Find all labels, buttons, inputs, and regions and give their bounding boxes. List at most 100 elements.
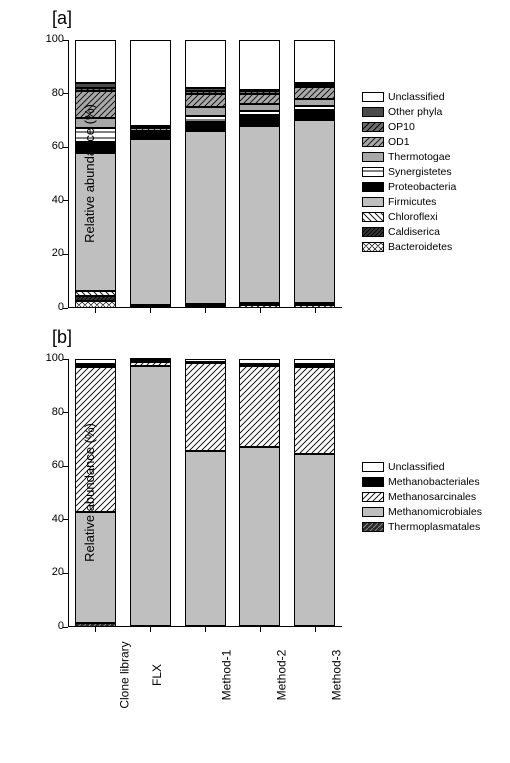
legend-label: Bacteroidetes (388, 241, 452, 253)
legend-swatch (362, 182, 384, 192)
bar-segment (239, 40, 280, 90)
bar-segment (75, 291, 116, 296)
bar-segment (75, 623, 116, 627)
legend-label: Proteobacteria (388, 181, 456, 193)
chart-a: 020406080100 (68, 40, 342, 308)
x-axis-label: FLX (150, 664, 164, 686)
ytick-label: 0 (38, 301, 68, 313)
x-axis-label: Method-3 (329, 650, 343, 701)
bar-segment (294, 120, 335, 303)
legend-label: Methanomicrobiales (388, 506, 482, 518)
chart-b: 020406080100 (68, 359, 342, 627)
bar-segment (185, 363, 226, 451)
legend-swatch (362, 477, 384, 487)
bar-segment (294, 99, 335, 106)
bar-column (239, 40, 280, 308)
bar-segment (294, 454, 335, 626)
legend-item: Proteobacteria (362, 180, 456, 194)
bar-segment (75, 88, 116, 91)
legend-swatch (362, 507, 384, 517)
x-axis-label: Method-2 (274, 650, 288, 701)
bar-segment (294, 85, 335, 87)
bar-segment (75, 364, 116, 367)
bar-segment (130, 362, 171, 366)
legend-item: Firmicutes (362, 195, 456, 209)
ytick-label: 60 (38, 140, 68, 152)
legend-a: UnclassifiedOther phylaOP10OD1Thermotoga… (362, 90, 456, 255)
legend-label: Thermotogae (388, 151, 450, 163)
legend-item: OP10 (362, 120, 456, 134)
bar-segment (185, 451, 226, 625)
bar-segment (130, 139, 171, 305)
legend-label: Methanobacteriales (388, 476, 480, 488)
ytick-label: 20 (38, 566, 68, 578)
legend-swatch (362, 122, 384, 132)
bar-segment (185, 306, 226, 308)
bar-segment (294, 359, 335, 364)
ytick-label: 100 (38, 352, 68, 364)
bar-segment (294, 305, 335, 308)
legend-item: Methanomicrobiales (362, 505, 482, 519)
bar-segment (185, 91, 226, 94)
legend-item: Unclassified (362, 90, 456, 104)
bar-segment (294, 364, 335, 367)
bar-segment (294, 367, 335, 454)
legend-item: Thermotogae (362, 150, 456, 164)
legend-item: OD1 (362, 135, 456, 149)
legend-label: Unclassified (388, 461, 445, 473)
legend-item: Thermoplasmatales (362, 520, 482, 534)
bar-segment (239, 111, 280, 115)
bar-column (294, 359, 335, 627)
legend-item: Synergistetes (362, 165, 456, 179)
legend-swatch (362, 152, 384, 162)
bar-segment (239, 89, 280, 91)
bar-segment (130, 128, 171, 131)
x-axis-label: Method-1 (219, 650, 233, 701)
bar-segment (75, 296, 116, 301)
legend-label: Caldiserica (388, 226, 440, 238)
ylabel-a: Relative abundance (%) (82, 104, 97, 243)
bar-segment (185, 359, 226, 362)
legend-label: OP10 (388, 121, 415, 133)
bar-segment (185, 107, 226, 116)
bar-segment (239, 91, 280, 93)
legend-label: Chloroflexi (388, 211, 438, 223)
ytick-label: 80 (38, 406, 68, 418)
bar-segment (294, 87, 335, 99)
legend-swatch (362, 107, 384, 117)
bar-segment (294, 106, 335, 110)
legend-swatch (362, 92, 384, 102)
bar-segment (239, 305, 280, 308)
bar-column (130, 40, 171, 308)
bar-segment (239, 94, 280, 105)
bar-segment (294, 40, 335, 83)
panel-a-label: [a] (52, 8, 72, 29)
ytick-label: 80 (38, 87, 68, 99)
legend-swatch (362, 522, 384, 532)
legend-label: OD1 (388, 136, 410, 148)
legend-swatch (362, 212, 384, 222)
bar-column (185, 359, 226, 627)
bar-segment (294, 83, 335, 85)
ytick-label: 20 (38, 247, 68, 259)
legend-label: Methanosarcinales (388, 491, 476, 503)
x-axis-label: Clone library (118, 641, 132, 708)
legend-label: Firmicutes (388, 196, 436, 208)
bar-segment (239, 104, 280, 111)
legend-item: Caldiserica (362, 225, 456, 239)
bar-segment (130, 134, 171, 139)
bar-segment (75, 301, 116, 308)
legend-swatch (362, 492, 384, 502)
bar-column (239, 359, 280, 627)
bar-segment (239, 126, 280, 304)
ytick-label: 40 (38, 513, 68, 525)
bar-segment (239, 366, 280, 448)
bar-segment (185, 88, 226, 91)
bar-segment (130, 366, 171, 626)
legend-swatch (362, 462, 384, 472)
figure: [a] 020406080100 Relative abundance (%) … (0, 0, 510, 763)
ytick-label: 60 (38, 459, 68, 471)
legend-label: Thermoplasmatales (388, 521, 480, 533)
legend-item: Unclassified (362, 460, 482, 474)
legend-item: Methanobacteriales (362, 475, 482, 489)
